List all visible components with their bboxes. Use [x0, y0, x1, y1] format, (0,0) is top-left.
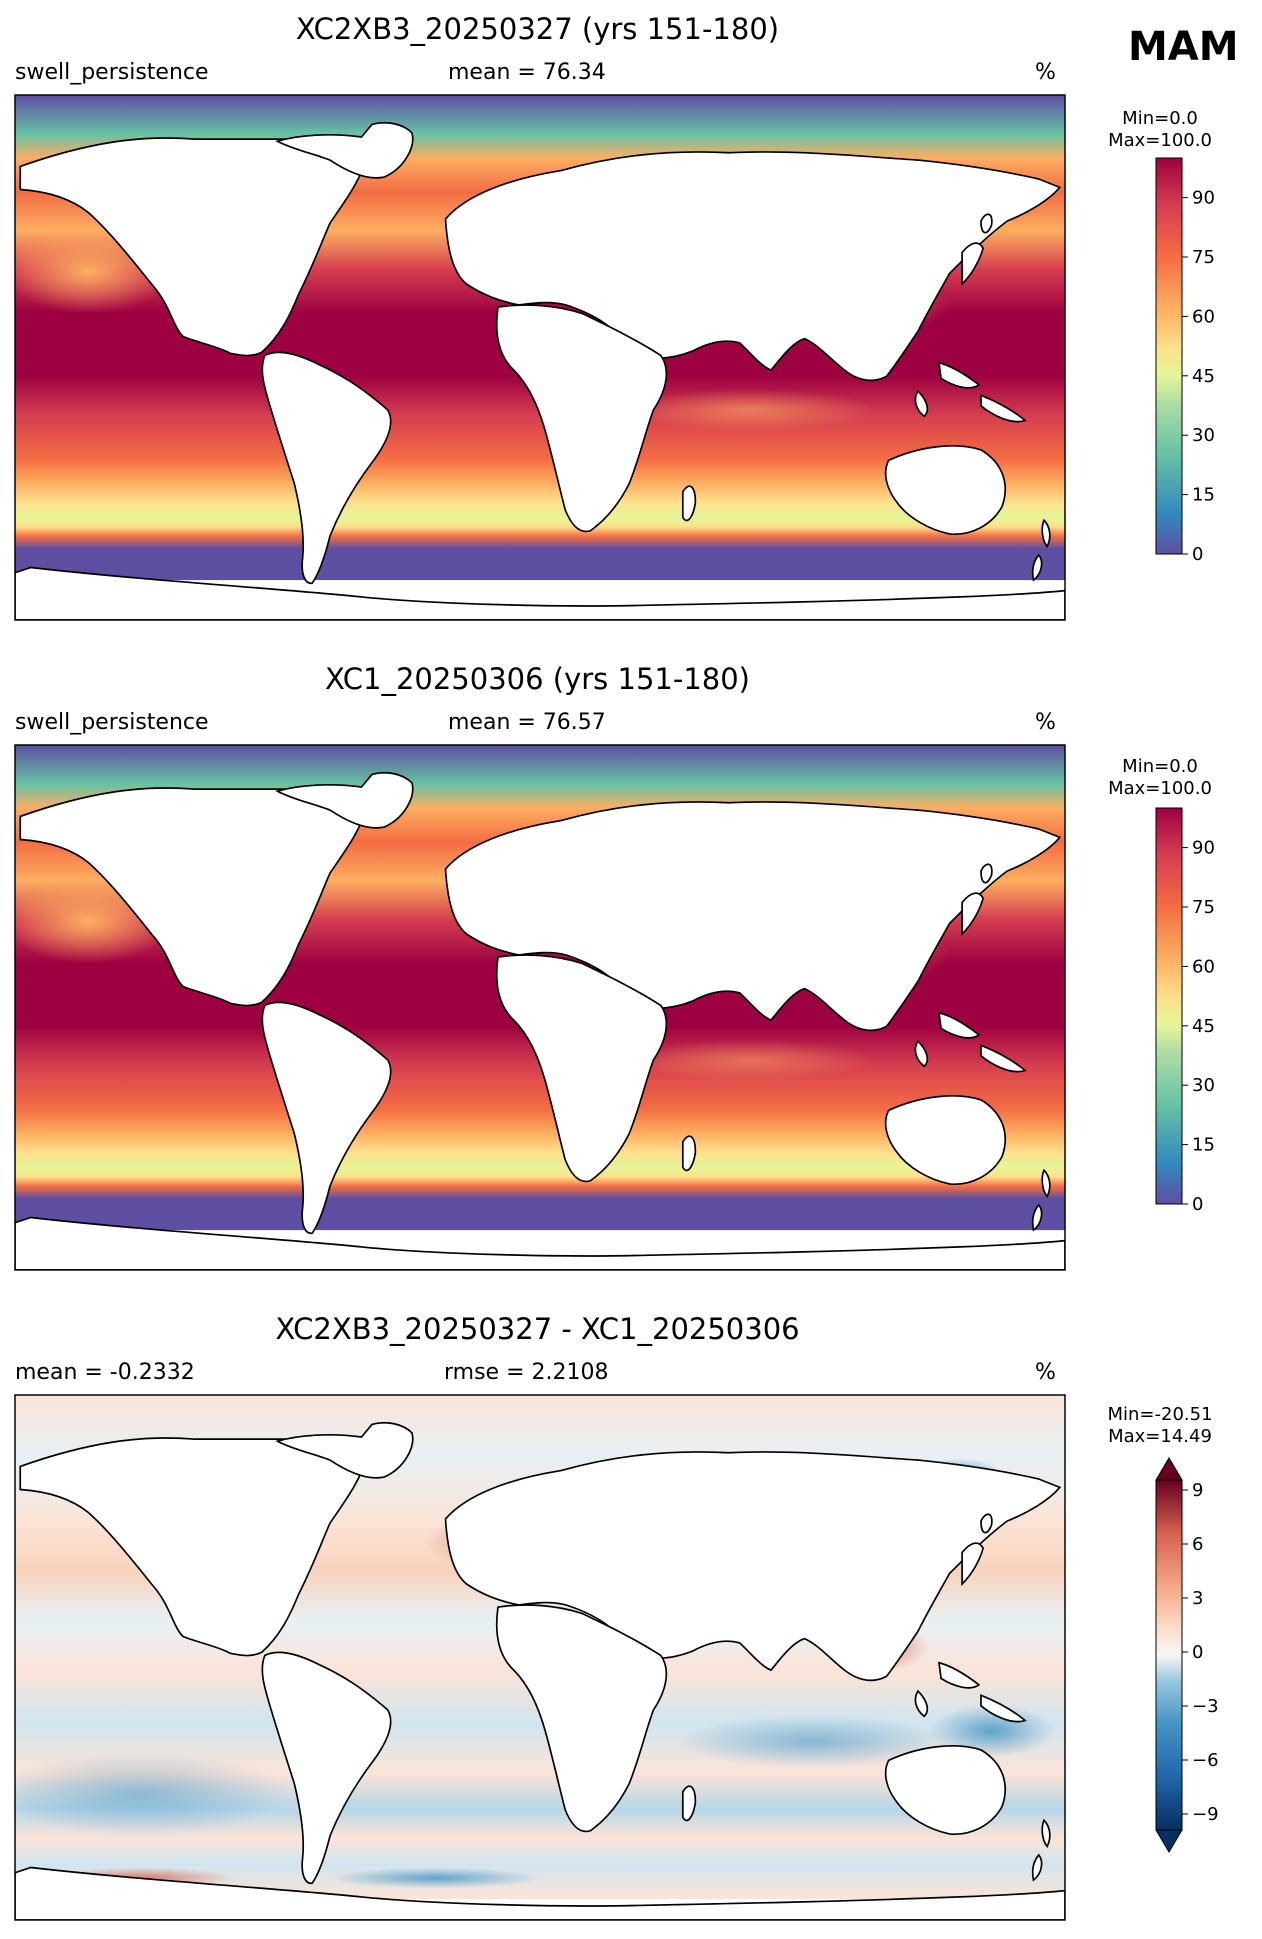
panel-2-colorbar-tick-label-4: 60 — [1192, 956, 1215, 977]
panel-2-variable-label: swell_persistence — [15, 710, 209, 735]
panel-3-colorbar-tick-label-5: 6 — [1192, 1534, 1203, 1555]
panel-2-colorbar-tick-label-5: 75 — [1192, 897, 1215, 918]
panel-2-colorbar-tick-label-3: 45 — [1192, 1016, 1215, 1037]
panel-3-colorbar-tick-label-0: −9 — [1192, 1804, 1219, 1825]
panel-3-colorbar-min: Min=-20.51 — [1107, 1404, 1213, 1425]
panel-1-colorbar-tick-label-3: 45 — [1192, 366, 1215, 387]
panel-3-colorbar-max: Max=14.49 — [1108, 1426, 1212, 1447]
panel-3-colorbar-tick-label-6: 9 — [1192, 1480, 1203, 1501]
panel-1-mean-label: mean = 76.34 — [448, 60, 606, 85]
panel-1-colorbar-tick-label-1: 15 — [1192, 485, 1215, 506]
panel-1-units-label: % — [1035, 60, 1056, 85]
panel-2-map — [14, 744, 1066, 1271]
panel-2-units-label: % — [1035, 710, 1056, 735]
panel-1-colorbar-min: Min=0.0 — [1122, 108, 1198, 129]
panel-3-colorbar-tick-label-1: −6 — [1192, 1750, 1219, 1771]
panel-2-colorbar: 0 15 30 45 60 75 90 — [1155, 807, 1215, 1215]
panel-3-units-label: % — [1035, 1360, 1056, 1385]
panel-3-mean-label: mean = -0.2332 — [15, 1360, 195, 1385]
panel-3-colorbar-tick-label-3: 0 — [1192, 1642, 1203, 1663]
panel-1-colorbar-max: Max=100.0 — [1108, 130, 1212, 151]
panel-1-colorbar-tick-label-0: 0 — [1192, 544, 1203, 565]
panel-3-colorbar-tick-label-2: −3 — [1192, 1696, 1219, 1717]
panel-1-variable-label: swell_persistence — [15, 60, 209, 85]
panel-1-title: XC2XB3_20250327 (yrs 151-180) — [295, 12, 780, 46]
panel-2-colorbar-tick-label-2: 30 — [1192, 1075, 1215, 1096]
panel-2-colorbar-max: Max=100.0 — [1108, 778, 1212, 799]
panel-2-colorbar-tick-label-6: 90 — [1192, 838, 1215, 859]
panel-2-title: XC1_20250306 (yrs 151-180) — [325, 662, 750, 696]
panel-2-colorbar-min: Min=0.0 — [1122, 756, 1198, 777]
panel-1-colorbar-tick-label-6: 90 — [1192, 188, 1215, 209]
panel-2-colorbar-tick-label-1: 15 — [1192, 1135, 1215, 1156]
season-label: MAM — [1128, 24, 1239, 70]
panel-1-colorbar-tick-label-5: 75 — [1192, 247, 1215, 268]
panel-2-mean-label: mean = 76.57 — [448, 710, 606, 735]
panel-1-map — [14, 94, 1066, 621]
panel-3-colorbar: −9 −6 −3 0 3 6 9 — [1155, 1457, 1219, 1853]
panel-1-colorbar-tick-label-2: 30 — [1192, 425, 1215, 446]
panel-3-map — [14, 1394, 1066, 1921]
panel-1-colorbar-tick-label-4: 60 — [1192, 306, 1215, 327]
panel-2-colorbar-tick-label-0: 0 — [1192, 1194, 1203, 1215]
panel-1-colorbar: 0 15 30 45 60 75 90 — [1155, 157, 1215, 565]
panel-3-title: XC2XB3_20250327 - XC1_20250306 — [275, 1312, 800, 1346]
panel-3-rmse-label: rmse = 2.2108 — [444, 1360, 609, 1385]
panel-3-colorbar-tick-label-4: 3 — [1192, 1588, 1203, 1609]
